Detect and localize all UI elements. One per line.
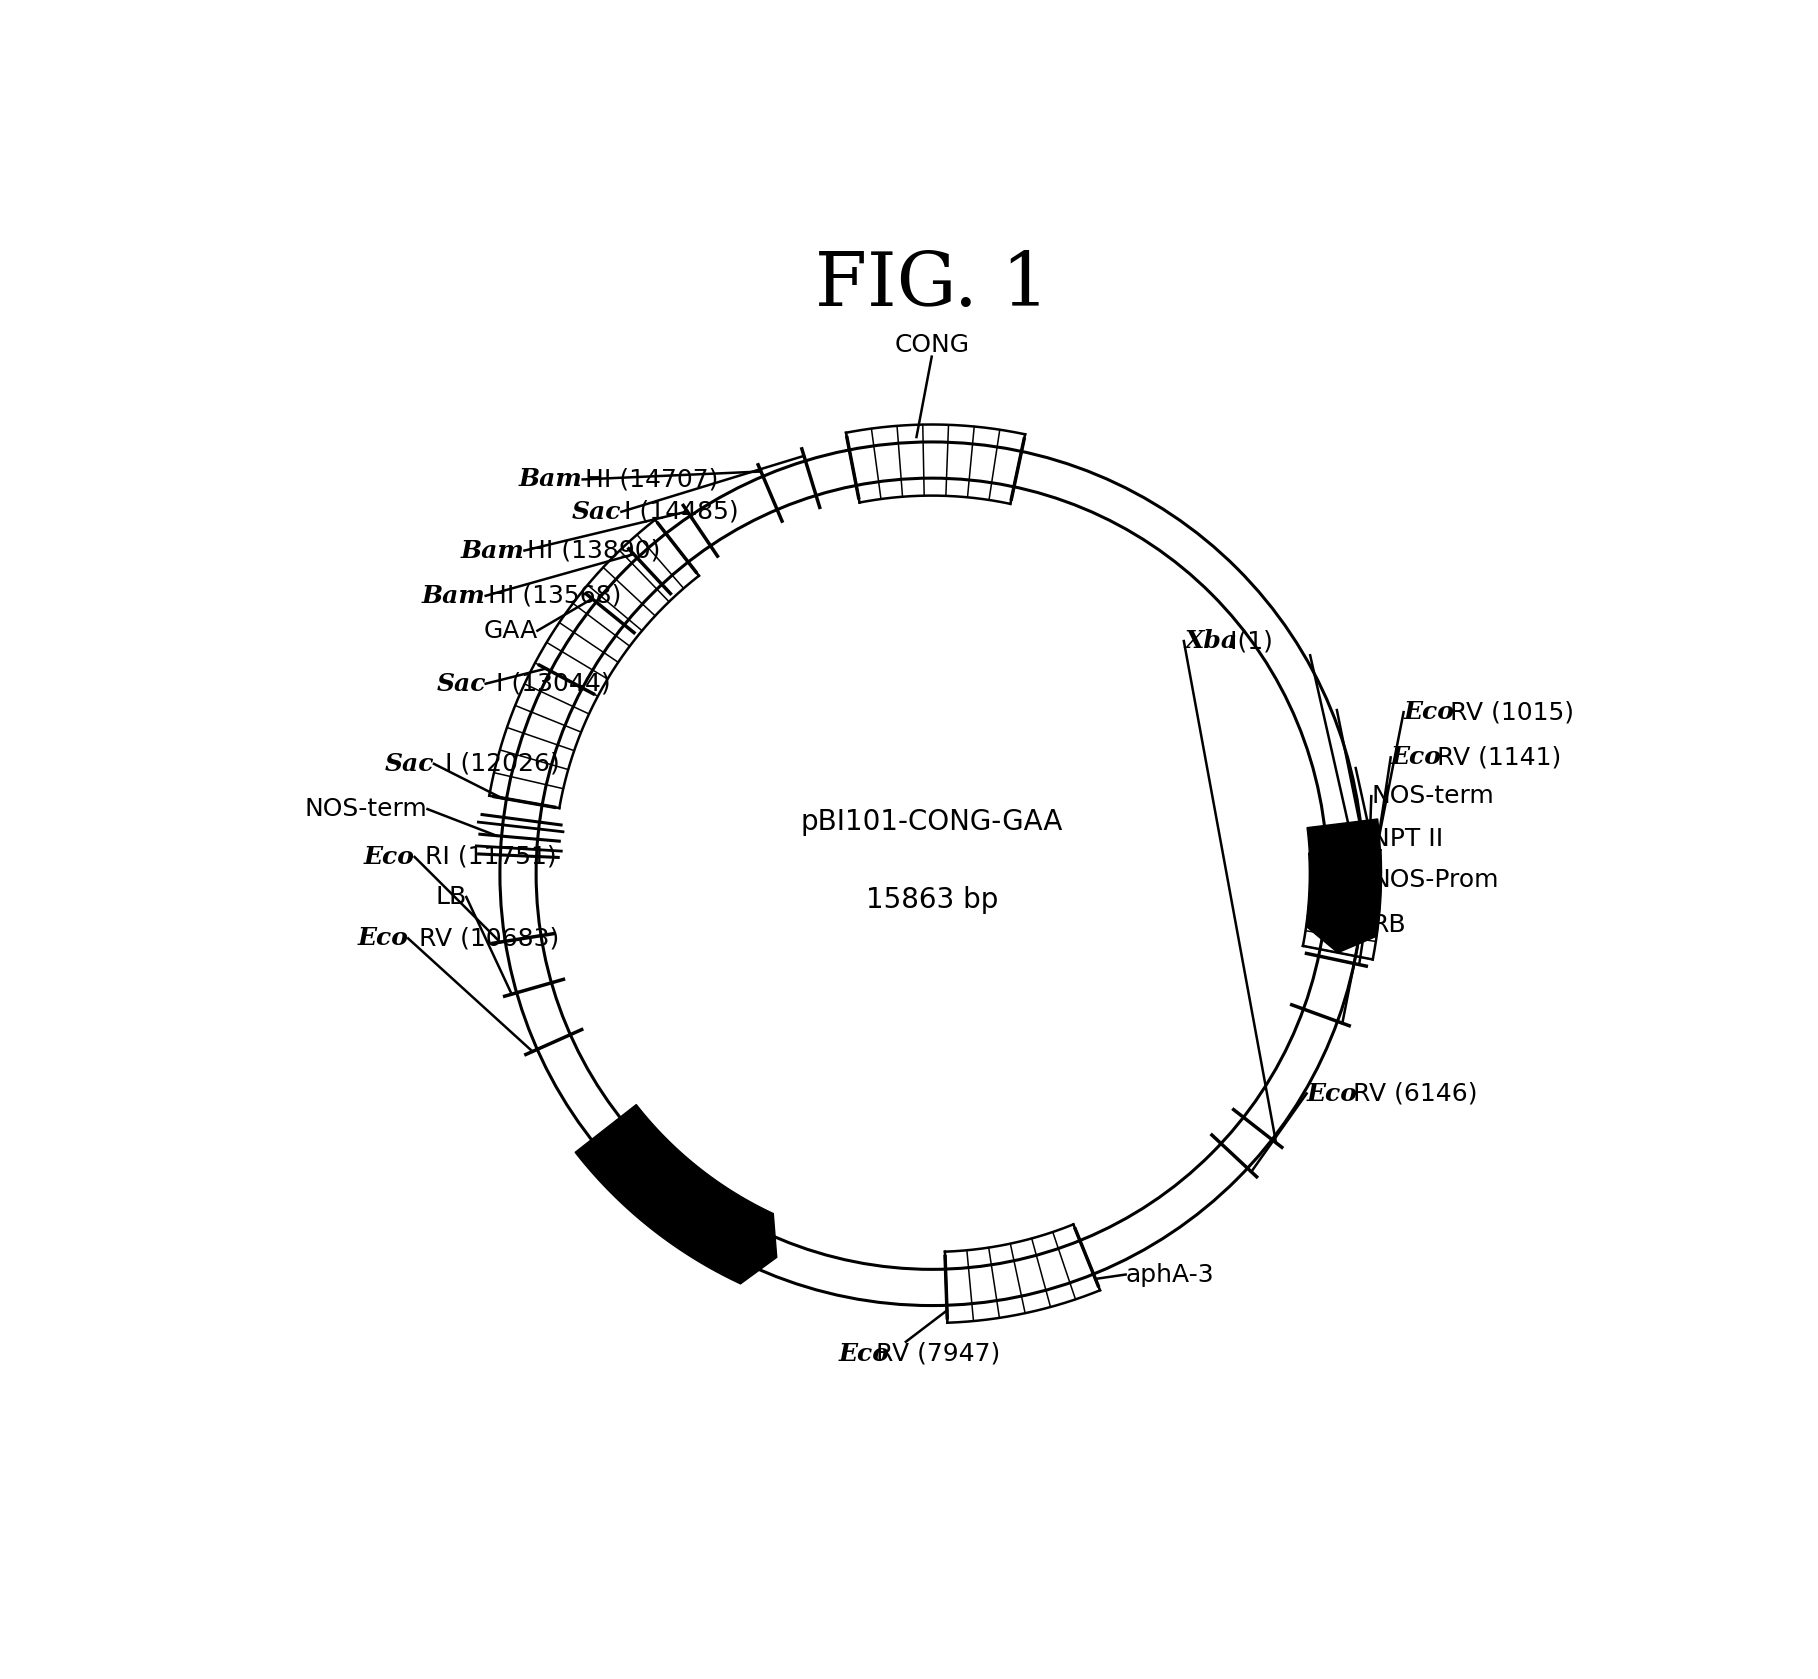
Text: Eco: Eco — [358, 927, 407, 950]
Text: Sac: Sac — [384, 752, 435, 776]
Text: HI (13890): HI (13890) — [527, 539, 660, 562]
Text: 15863 bp: 15863 bp — [865, 885, 998, 913]
Text: Eco: Eco — [1391, 745, 1442, 769]
Text: FIG. 1: FIG. 1 — [814, 248, 1049, 322]
Text: pBI101-CONG-GAA: pBI101-CONG-GAA — [800, 808, 1064, 836]
Text: GAA: GAA — [484, 618, 538, 643]
Text: HI (14707): HI (14707) — [585, 467, 718, 492]
Text: Bam: Bam — [460, 539, 524, 562]
Text: I(1): I(1) — [1222, 630, 1273, 653]
Text: NOS-term: NOS-term — [1371, 784, 1494, 808]
Polygon shape — [574, 1105, 776, 1284]
Text: Eco: Eco — [1403, 700, 1454, 724]
Text: Bam: Bam — [422, 584, 485, 608]
Text: trfA: trfA — [627, 1195, 674, 1219]
Text: CONG: CONG — [894, 332, 969, 356]
Text: Eco: Eco — [838, 1342, 889, 1365]
Text: RV (10683): RV (10683) — [411, 927, 558, 950]
Text: aphA-3: aphA-3 — [1125, 1263, 1214, 1286]
Text: Xba: Xba — [1184, 630, 1236, 653]
Text: RB: RB — [1371, 913, 1405, 937]
Text: RV (7947): RV (7947) — [876, 1342, 1000, 1365]
Text: RV (6146): RV (6146) — [1345, 1081, 1476, 1105]
Text: LB: LB — [435, 885, 465, 908]
Text: I (13044): I (13044) — [489, 672, 611, 695]
Text: HI (13568): HI (13568) — [489, 584, 622, 608]
Text: Sac: Sac — [573, 500, 622, 524]
Text: Sac: Sac — [436, 672, 485, 695]
Text: RI (11751): RI (11751) — [416, 845, 556, 870]
Text: RV (1141): RV (1141) — [1429, 745, 1562, 769]
Text: I (14485): I (14485) — [624, 500, 738, 524]
Text: RV (1015): RV (1015) — [1442, 700, 1574, 724]
Text: NPT II: NPT II — [1371, 826, 1443, 851]
Text: Eco: Eco — [364, 845, 415, 870]
Text: Eco: Eco — [1307, 1081, 1358, 1105]
Text: Bam: Bam — [518, 467, 582, 492]
Text: NOS-term: NOS-term — [305, 798, 427, 821]
Polygon shape — [1305, 819, 1382, 952]
Text: I (12026): I (12026) — [436, 752, 560, 776]
Text: NOS-Prom: NOS-Prom — [1371, 868, 1498, 892]
